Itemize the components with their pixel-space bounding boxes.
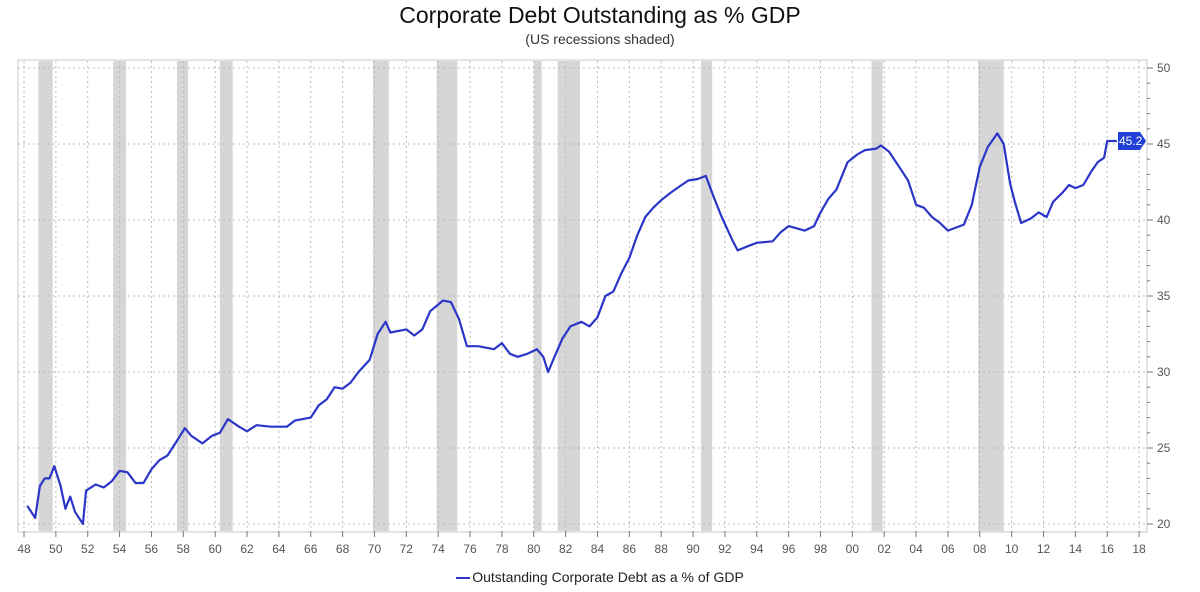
x-tick-label: 94: [750, 542, 764, 556]
x-tick-label: 10: [1005, 542, 1019, 556]
x-tick-label: 76: [463, 542, 477, 556]
x-tick-label: 06: [941, 542, 955, 556]
x-tick-label: 04: [909, 542, 923, 556]
recession-band: [176, 61, 189, 531]
x-tick-label: 96: [782, 542, 796, 556]
x-axis: 48 50 52 54 56 58 60 62 64 66 68 70 72 74 76 78 80 82 84 86…: [17, 531, 1146, 556]
x-tick-label: 74: [432, 542, 446, 556]
x-tick-label: 86: [623, 542, 637, 556]
x-tick-label: 80: [527, 542, 541, 556]
legend-line-swatch: [456, 577, 471, 580]
y-tick-label: 50: [1157, 61, 1171, 75]
y-tick-label: 35: [1157, 289, 1171, 303]
x-tick-label: 62: [240, 542, 254, 556]
recession-band: [533, 61, 542, 531]
x-tick-label: 66: [304, 542, 318, 556]
x-tick-label: 08: [973, 542, 987, 556]
y-tick-label: 30: [1157, 365, 1171, 379]
recession-band: [701, 61, 713, 531]
last-value-badge: 45.2: [1118, 131, 1146, 150]
x-tick-label: 60: [208, 542, 222, 556]
x-tick-label: 92: [718, 542, 732, 556]
x-tick-label: 88: [655, 542, 669, 556]
x-tick-label: 72: [400, 542, 414, 556]
recession-band: [871, 61, 883, 531]
x-tick-label: 84: [591, 542, 605, 556]
x-tick-label: 98: [814, 542, 828, 556]
y-axis: 20 25 30 35 40 45 50: [1147, 61, 1171, 531]
x-tick-label: 78: [495, 542, 509, 556]
recession-band: [219, 61, 233, 531]
chart-subtitle: (US recessions shaded): [525, 31, 675, 47]
recession-band: [38, 61, 53, 531]
x-tick-label: 70: [368, 542, 382, 556]
x-tick-label: 68: [336, 542, 350, 556]
x-tick-label: 48: [17, 542, 31, 556]
recession-band: [372, 61, 389, 531]
legend-label: Outstanding Corporate Debt as a % of GDP: [472, 569, 744, 585]
x-tick-label: 52: [81, 542, 95, 556]
x-tick-label: 50: [49, 542, 63, 556]
recession-band: [436, 61, 458, 531]
y-tick-label: 45: [1157, 137, 1171, 151]
x-tick-label: 14: [1069, 542, 1083, 556]
y-tick-label: 40: [1157, 213, 1171, 227]
x-tick-label: 00: [846, 542, 860, 556]
legend: Outstanding Corporate Debt as a % of GDP: [0, 569, 1200, 585]
x-tick-label: 64: [272, 542, 286, 556]
x-tick-label: 58: [177, 542, 191, 556]
chart-title: Corporate Debt Outstanding as % GDP: [399, 2, 801, 28]
x-tick-label: 56: [145, 542, 159, 556]
x-tick-label: 18: [1132, 542, 1146, 556]
x-tick-label: 82: [559, 542, 573, 556]
series-line-corporate-debt: [26, 132, 1117, 526]
grid-lines: [18, 61, 1147, 531]
x-tick-label: 12: [1037, 542, 1051, 556]
y-tick-label: 25: [1157, 441, 1171, 455]
x-tick-label: 02: [878, 542, 892, 556]
x-tick-label: 90: [686, 542, 700, 556]
last-value-label: 45.2: [1119, 134, 1143, 148]
y-tick-label: 20: [1157, 517, 1171, 531]
x-tick-label: 16: [1101, 542, 1115, 556]
x-tick-label: 54: [113, 542, 127, 556]
